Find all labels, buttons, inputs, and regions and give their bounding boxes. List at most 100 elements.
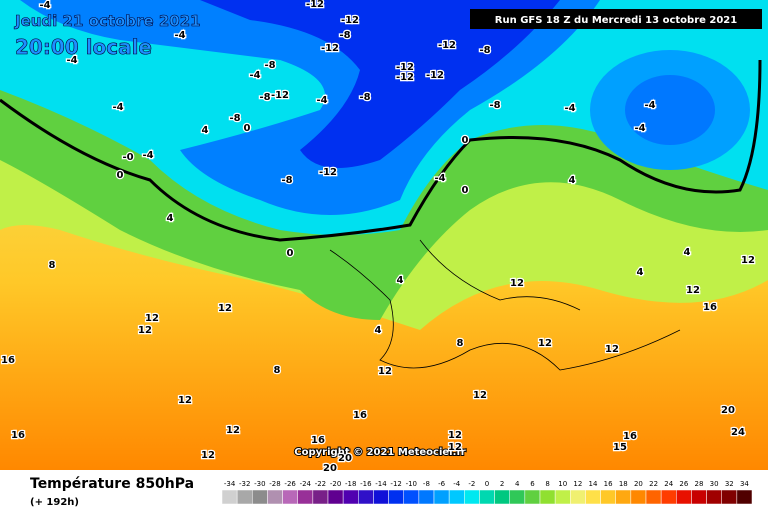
contour-label: 12 <box>448 442 462 453</box>
run-box <box>470 9 762 29</box>
copyright: Copyright © 2021 Meteociel.fr <box>294 447 465 458</box>
contour-label: 20 <box>323 463 337 474</box>
colorbar-label: -12 <box>390 480 401 488</box>
colorbar-swatch <box>252 489 268 505</box>
colorbar-swatch <box>312 489 329 505</box>
contour-label: 12 <box>145 313 159 324</box>
contour-label: 12 <box>605 344 619 355</box>
contour-label: 12 <box>218 303 232 314</box>
colorbar-label: 28 <box>695 480 704 488</box>
contour-label: -12 <box>396 72 414 83</box>
contour-label: 4 <box>684 247 691 258</box>
contour-label: 4 <box>569 175 576 186</box>
contour-label: 12 <box>138 325 152 336</box>
contour-label: 8 <box>457 338 464 349</box>
contour-label: 0 <box>244 123 251 134</box>
colorbar-label: -30 <box>254 480 265 488</box>
contour-label: 0 <box>462 185 469 196</box>
colorbar-label: -2 <box>468 480 475 488</box>
colorbar-swatch <box>358 489 374 505</box>
colorbar-swatch <box>600 489 616 505</box>
colorbar-label: 20 <box>634 480 643 488</box>
contour-label: -8 <box>259 92 270 103</box>
colorbar-label: 12 <box>573 480 582 488</box>
contour-label: -12 <box>426 70 444 81</box>
contour-label: 16 <box>353 410 367 421</box>
coastlines <box>329 239 681 371</box>
contour-label: -8 <box>281 175 292 186</box>
colorbar-swatch <box>464 489 480 505</box>
contour-label: -4 <box>634 123 645 134</box>
contour-label: 0 <box>462 135 469 146</box>
colorbar-label: -10 <box>406 480 417 488</box>
contour-label: -12 <box>271 90 289 101</box>
contour-label: -8 <box>359 92 370 103</box>
contour-label: 12 <box>378 366 392 377</box>
contour-label: 24 <box>731 427 745 438</box>
colorbar-label: 14 <box>589 480 598 488</box>
colorbar-swatch <box>236 489 253 505</box>
colorbar-label: 24 <box>664 480 673 488</box>
colorbar-swatch <box>221 489 238 505</box>
contour-label: 0 <box>117 170 124 181</box>
contour-label: -8 <box>489 100 500 111</box>
colorbar-label: -32 <box>239 480 250 488</box>
contour-label: -12 <box>396 62 414 73</box>
contour-label: -4 <box>174 30 185 41</box>
contour-label: 8 <box>49 260 56 271</box>
colorbar-label: -4 <box>453 480 461 488</box>
colorbar-swatch <box>721 489 738 505</box>
colorbar-swatch <box>539 489 556 505</box>
colorbar-swatch <box>418 489 435 505</box>
contour-label: -12 <box>306 0 324 10</box>
contour-label: -12 <box>341 15 359 26</box>
colorbar-swatch <box>403 489 420 505</box>
colorbar-label: -20 <box>330 480 341 488</box>
colorbar-label: -18 <box>345 480 356 488</box>
contour-label: -12 <box>321 43 339 54</box>
contour-label: 12 <box>201 450 215 461</box>
colorbar-swatch <box>524 489 541 505</box>
colorbar-swatch <box>494 489 510 505</box>
contour-label: -4 <box>644 100 655 111</box>
footer-subtitle: (+ 192h) <box>30 497 79 508</box>
contour-label: 16 <box>11 430 25 441</box>
contour-label: -4 <box>112 102 123 113</box>
contour-label: -4 <box>249 70 260 81</box>
contour-label: 4 <box>397 275 404 286</box>
contour-label: 8 <box>274 365 281 376</box>
contour-label: -12 <box>319 167 337 178</box>
colorbar-label: 22 <box>649 480 658 488</box>
contour-label: 12 <box>510 278 524 289</box>
colorbar-label: -26 <box>284 480 296 488</box>
contour-label: -12 <box>438 40 456 51</box>
colorbar-label: 0 <box>485 480 489 488</box>
date: Jeudi 21 octobre 2021 <box>14 12 201 30</box>
colorbar-label: -34 <box>224 480 236 488</box>
colorbar-label: 4 <box>515 480 520 488</box>
contour-label: 16 <box>623 431 637 442</box>
local-time: 20:00 locale <box>15 35 152 59</box>
run-info: Run GFS 18 Z du Mercredi 13 octobre 2021 <box>495 15 737 26</box>
contour-label: -4 <box>564 103 575 114</box>
colorbar-swatch <box>554 489 571 505</box>
colorbar-label: 34 <box>740 480 749 488</box>
colorbar-swatch <box>327 489 344 505</box>
colorbar-swatch <box>373 489 389 505</box>
colorbar-label: 32 <box>725 480 734 488</box>
contour-label: -4 <box>39 0 50 11</box>
colorbar-swatch <box>706 489 722 505</box>
contour-label: -8 <box>229 113 240 124</box>
contour-label: 20 <box>721 405 735 416</box>
colorbar-label: -22 <box>315 480 326 488</box>
contour-label: 12 <box>473 390 487 401</box>
colorbar-swatch <box>570 489 586 505</box>
contour-label: 12 <box>538 338 552 349</box>
contour-label: 12 <box>686 285 700 296</box>
contour-label: -8 <box>479 45 490 56</box>
colorbar-swatch <box>691 489 707 505</box>
contour-label: 16 <box>703 302 717 313</box>
contour-label: -4 <box>66 55 77 66</box>
colorbar-label: 8 <box>545 480 549 488</box>
